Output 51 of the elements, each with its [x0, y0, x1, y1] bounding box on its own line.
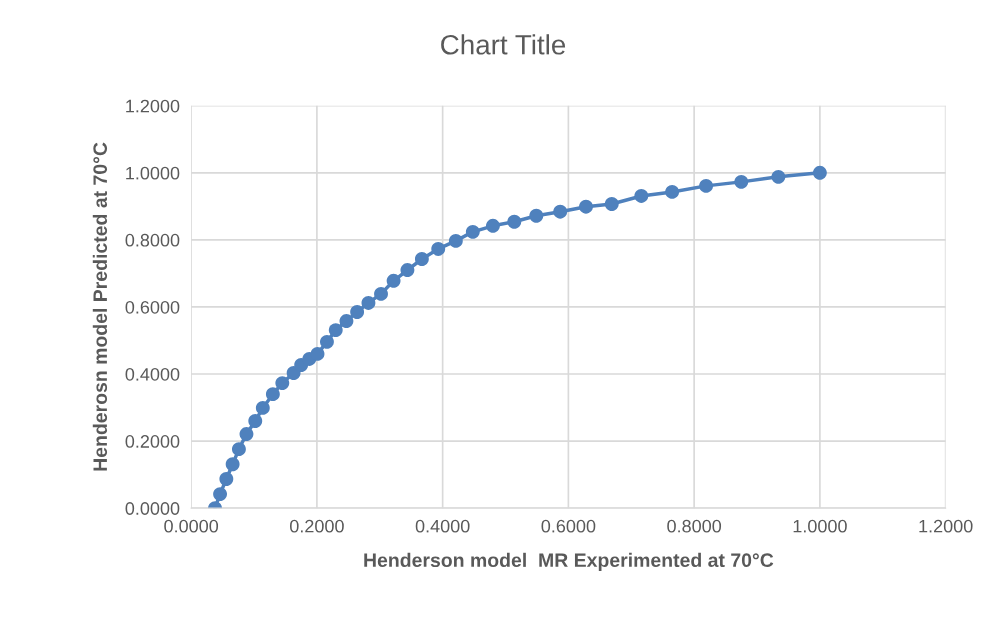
point — [400, 263, 415, 278]
point — [507, 214, 522, 229]
point — [529, 208, 544, 223]
point — [553, 204, 568, 219]
point — [328, 323, 343, 338]
point — [339, 314, 354, 328]
point — [812, 165, 827, 180]
point — [414, 252, 429, 266]
x-tick-label: 1.2000 — [919, 519, 973, 533]
x-tick-label: 0.2000 — [289, 519, 344, 533]
y-tick-label: 0.0000 — [125, 502, 180, 515]
point — [275, 376, 290, 391]
point — [448, 233, 463, 248]
point — [634, 189, 649, 203]
x-axis-title: Henderson model MR Experimented at 70°C — [364, 552, 774, 571]
point — [386, 273, 401, 288]
point — [465, 224, 480, 239]
y-tick-label: 0.8000 — [125, 233, 180, 247]
point — [350, 305, 365, 319]
point — [771, 169, 786, 184]
x-tick-label: 0.8000 — [667, 519, 722, 533]
point — [225, 457, 240, 472]
point — [255, 400, 270, 415]
point — [248, 414, 263, 428]
point — [239, 427, 254, 441]
point — [665, 184, 680, 199]
x-tick-label: 0.4000 — [415, 519, 470, 533]
point — [265, 387, 280, 402]
y-tick-label: 1.2000 — [126, 99, 180, 113]
point — [486, 218, 500, 233]
point — [734, 174, 749, 189]
y-axis-title: Henderosn model Predicted at 70°C — [92, 142, 108, 471]
point — [219, 472, 234, 486]
point — [374, 286, 388, 301]
point — [231, 442, 246, 457]
y-tick-label: 1.0000 — [126, 166, 180, 180]
point — [604, 197, 619, 211]
point — [431, 241, 446, 256]
point — [361, 295, 376, 310]
point — [579, 199, 593, 214]
chart-title: Chart Title — [441, 34, 566, 55]
point — [699, 178, 714, 193]
x-tick-label: 1.0000 — [793, 519, 847, 533]
y-tick-label: 0.4000 — [125, 367, 180, 381]
y-tick-label: 0.2000 — [125, 435, 180, 448]
x-tick-label: 0.6000 — [541, 519, 596, 533]
point — [310, 346, 325, 361]
y-tick-label: 0.6000 — [125, 300, 180, 314]
x-tick-label: 0.0000 — [164, 519, 219, 533]
point — [320, 334, 334, 349]
point — [213, 487, 228, 502]
